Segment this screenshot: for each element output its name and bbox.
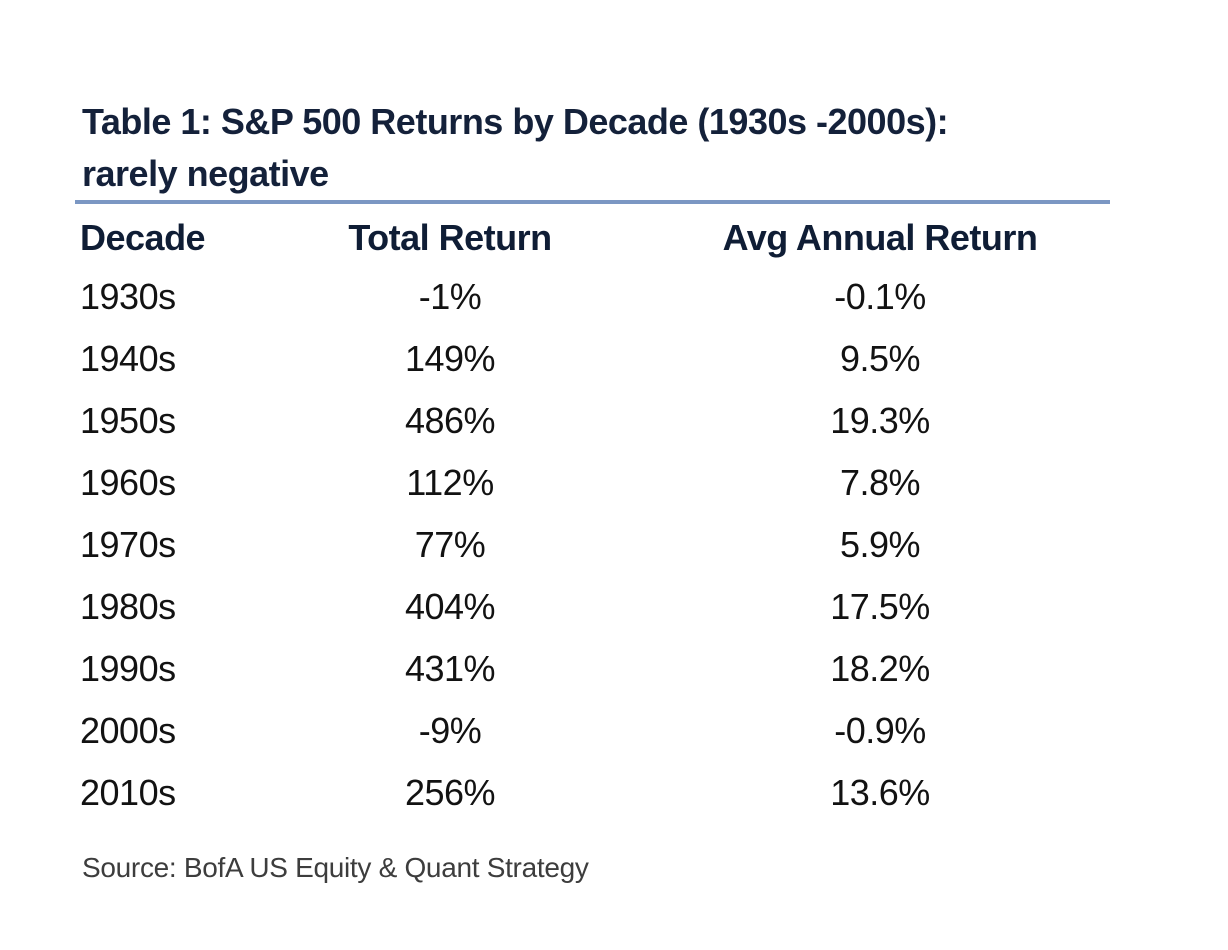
cell-avg-annual-return: 5.9%: [839, 524, 921, 565]
cell-decade: 1990s: [80, 648, 176, 689]
table-title-line2: rarely negative: [82, 153, 329, 194]
cell-avg-annual-return: 18.2%: [830, 648, 930, 689]
table-row: 1940s 149% 9.5%: [75, 328, 1110, 390]
cell-total-return: 112%: [406, 462, 494, 503]
cell-total-return: 77%: [414, 524, 486, 565]
cell-total-return: 431%: [404, 648, 496, 689]
column-header-avg-annual-return: Avg Annual Return: [722, 217, 1038, 258]
table-row: 1960s 112% 7.8%: [75, 452, 1110, 514]
cell-total-return: 149%: [404, 338, 496, 379]
cell-decade: 2000s: [80, 710, 176, 751]
cell-decade: 1980s: [80, 586, 176, 627]
cell-decade: 1970s: [80, 524, 176, 565]
cell-total-return: 256%: [404, 772, 496, 813]
cell-avg-annual-return: 19.3%: [830, 400, 930, 441]
cell-decade: 2010s: [80, 772, 176, 813]
title-divider-rule: [75, 200, 1110, 204]
table-row: 1970s 77% 5.9%: [75, 514, 1110, 576]
table-row: 2000s -9% -0.9%: [75, 700, 1110, 762]
table-row: 2010s 256% 13.6%: [75, 762, 1110, 824]
table-title: Table 1: S&P 500 Returns by Decade (1930…: [75, 96, 1110, 200]
cell-avg-annual-return: 13.6%: [830, 772, 930, 813]
cell-avg-annual-return: 17.5%: [830, 586, 930, 627]
cell-total-return: -1%: [418, 276, 482, 317]
cell-decade: 1960s: [80, 462, 176, 503]
cell-avg-annual-return: -0.9%: [834, 710, 926, 751]
cell-total-return: -9%: [418, 710, 482, 751]
column-header-total-return: Total Return: [348, 217, 552, 258]
table-row: 1950s 486% 19.3%: [75, 390, 1110, 452]
cell-decade: 1940s: [80, 338, 176, 379]
table-row: 1980s 404% 17.5%: [75, 576, 1110, 638]
column-header-decade: Decade: [80, 217, 206, 258]
cell-avg-annual-return: 7.8%: [839, 462, 921, 503]
table-header-row: Decade Total Return Avg Annual Return: [75, 210, 1110, 266]
cell-avg-annual-return: -0.1%: [834, 276, 926, 317]
table-title-line1: Table 1: S&P 500 Returns by Decade (1930…: [82, 101, 949, 142]
table-row: 1990s 431% 18.2%: [75, 638, 1110, 700]
report-table-excerpt: Table 1: S&P 500 Returns by Decade (1930…: [75, 96, 1110, 886]
table-row: 1930s -1% -0.1%: [75, 266, 1110, 328]
cell-total-return: 404%: [404, 586, 496, 627]
cell-total-return: 486%: [404, 400, 496, 441]
cell-decade: 1950s: [80, 400, 176, 441]
cell-avg-annual-return: 9.5%: [839, 338, 921, 379]
source-attribution: Source: BofA US Equity & Quant Strategy: [82, 852, 589, 883]
cell-decade: 1930s: [80, 276, 176, 317]
